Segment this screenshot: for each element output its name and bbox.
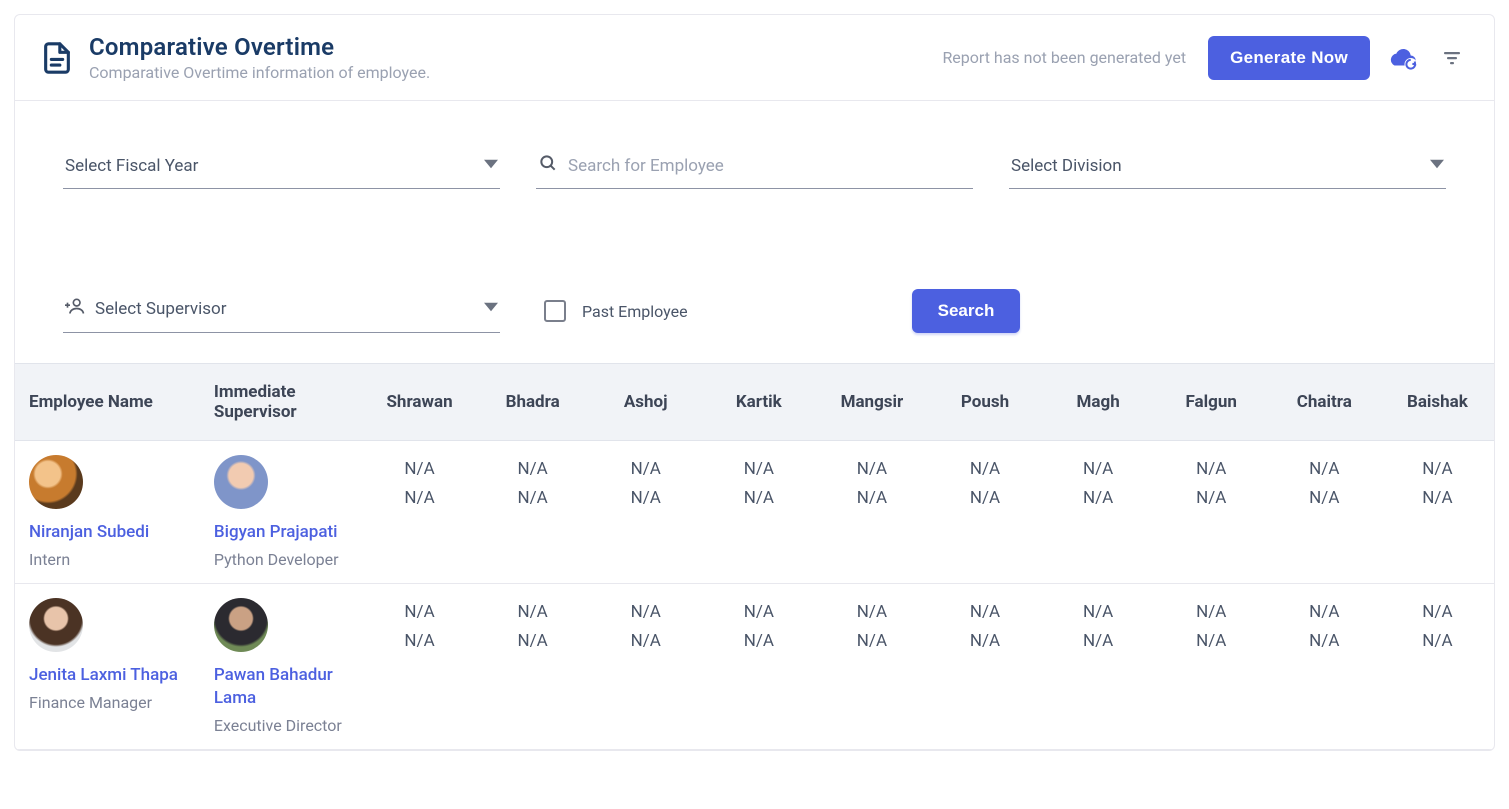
col-immediate-supervisor: Immediate Supervisor — [200, 364, 363, 441]
month-cell: N/AN/A — [815, 583, 928, 749]
past-employee-label: Past Employee — [582, 302, 688, 321]
month-cell: N/AN/A — [1381, 441, 1494, 584]
month-cell: N/AN/A — [589, 583, 702, 749]
person-add-icon — [65, 296, 85, 321]
overtime-table-wrap: Employee Name Immediate Supervisor Shraw… — [15, 363, 1494, 750]
supervisor-name-link[interactable]: Bigyan Prajapati — [214, 521, 349, 544]
col-month: Baishak — [1381, 364, 1494, 441]
search-button[interactable]: Search — [912, 289, 1021, 333]
checkbox-box — [544, 300, 566, 322]
supervisor-role: Executive Director — [214, 716, 349, 735]
col-month: Poush — [928, 364, 1041, 441]
overtime-table: Employee Name Immediate Supervisor Shraw… — [15, 363, 1494, 750]
supervisor-role: Python Developer — [214, 550, 349, 569]
col-month: Falgun — [1155, 364, 1268, 441]
page-subtitle: Comparative Overtime information of empl… — [89, 63, 430, 82]
supervisor-placeholder: Select Supervisor — [95, 299, 474, 319]
supervisor-select[interactable]: Select Supervisor — [63, 289, 500, 333]
filter-icon[interactable] — [1434, 40, 1470, 76]
month-cell: N/AN/A — [1155, 441, 1268, 584]
avatar — [29, 598, 83, 652]
page-card: Comparative Overtime Comparative Overtim… — [14, 14, 1495, 751]
search-icon — [538, 153, 558, 178]
page-title: Comparative Overtime — [89, 33, 430, 61]
col-month: Magh — [1042, 364, 1155, 441]
month-cell: N/AN/A — [928, 583, 1041, 749]
month-cell: N/AN/A — [702, 441, 815, 584]
month-cell: N/AN/A — [589, 441, 702, 584]
month-cell: N/AN/A — [363, 441, 476, 584]
avatar — [29, 455, 83, 509]
col-employee-name: Employee Name — [15, 364, 200, 441]
filter-panel: Select Fiscal Year Search for Employee S… — [15, 101, 1494, 363]
col-month: Mangsir — [815, 364, 928, 441]
employee-search-placeholder: Search for Employee — [568, 156, 971, 176]
division-placeholder: Select Division — [1011, 156, 1420, 176]
past-employee-checkbox[interactable]: Past Employee — [544, 300, 688, 322]
month-cell: N/AN/A — [1155, 583, 1268, 749]
table-row: Jenita Laxmi Thapa Finance Manager Pawan B… — [15, 583, 1494, 749]
month-cell: N/AN/A — [476, 583, 589, 749]
employee-role: Intern — [29, 550, 186, 569]
month-cell: N/AN/A — [1381, 583, 1494, 749]
month-cell: N/AN/A — [363, 583, 476, 749]
month-cell: N/AN/A — [1042, 441, 1155, 584]
employee-search-input[interactable]: Search for Employee — [536, 147, 973, 189]
page-header: Comparative Overtime Comparative Overtim… — [15, 15, 1494, 101]
table-header-row: Employee Name Immediate Supervisor Shraw… — [15, 364, 1494, 441]
chevron-down-icon — [1430, 156, 1444, 176]
col-month: Shrawan — [363, 364, 476, 441]
col-month: Ashoj — [589, 364, 702, 441]
employee-name-link[interactable]: Niranjan Subedi — [29, 521, 186, 544]
generate-now-button[interactable]: Generate Now — [1208, 36, 1370, 80]
employee-role: Finance Manager — [29, 693, 186, 712]
report-status-text: Report has not been generated yet — [942, 48, 1186, 67]
chevron-down-icon — [484, 299, 498, 319]
fiscal-year-placeholder: Select Fiscal Year — [65, 156, 474, 176]
table-row: Niranjan Subedi Intern Bigyan Prajapati Pyt… — [15, 441, 1494, 584]
month-cell: N/AN/A — [928, 441, 1041, 584]
month-cell: N/AN/A — [1268, 583, 1381, 749]
col-month: Kartik — [702, 364, 815, 441]
avatar — [214, 455, 268, 509]
fiscal-year-select[interactable]: Select Fiscal Year — [63, 147, 500, 189]
col-month: Bhadra — [476, 364, 589, 441]
employee-name-link[interactable]: Jenita Laxmi Thapa — [29, 664, 186, 687]
month-cell: N/AN/A — [815, 441, 928, 584]
month-cell: N/AN/A — [476, 441, 589, 584]
avatar — [214, 598, 268, 652]
chevron-down-icon — [484, 156, 498, 176]
division-select[interactable]: Select Division — [1009, 147, 1446, 189]
col-month: Chaitra — [1268, 364, 1381, 441]
document-icon — [39, 40, 75, 76]
month-cell: N/AN/A — [1042, 583, 1155, 749]
month-cell: N/AN/A — [1268, 441, 1381, 584]
supervisor-name-link[interactable]: Pawan Bahadur Lama — [214, 664, 349, 710]
cloud-sync-icon[interactable] — [1384, 40, 1420, 76]
month-cell: N/AN/A — [702, 583, 815, 749]
